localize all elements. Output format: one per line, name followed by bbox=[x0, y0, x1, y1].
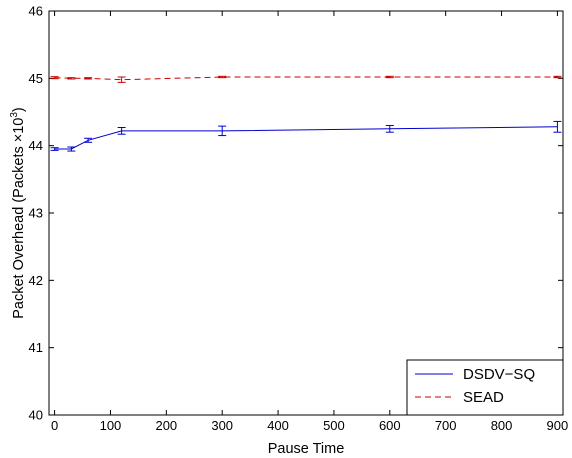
y-tick-label: 41 bbox=[29, 340, 43, 355]
y-tick-label: 43 bbox=[29, 206, 43, 221]
legend: DSDV−SQ SEAD bbox=[406, 359, 564, 416]
y-tick-label: 40 bbox=[29, 408, 43, 423]
x-tick-label: 500 bbox=[323, 418, 345, 433]
error-bar-sead bbox=[218, 75, 227, 79]
x-tick-label: 0 bbox=[51, 418, 58, 433]
error-bar-dsdv-sq bbox=[50, 147, 59, 151]
error-bar-sead bbox=[385, 75, 394, 79]
y-axis-label-exponent: 3 bbox=[9, 112, 20, 118]
error-bar-sead bbox=[67, 77, 76, 80]
series-line-sead bbox=[54, 76, 558, 81]
x-tick-label: 900 bbox=[547, 418, 569, 433]
y-tick-label: 44 bbox=[29, 138, 43, 153]
legend-label-dsdv-sq: DSDV−SQ bbox=[463, 366, 535, 383]
series-line-dsdv-sq bbox=[54, 126, 558, 150]
x-tick-label: 700 bbox=[435, 418, 457, 433]
error-bar-sead bbox=[84, 77, 93, 80]
x-tick-label: 400 bbox=[267, 418, 289, 433]
plot-area-frame bbox=[48, 10, 564, 416]
x-axis-label: Pause Time bbox=[268, 441, 345, 457]
error-bar-dsdv-sq bbox=[218, 125, 227, 137]
y-tick-label: 42 bbox=[29, 273, 43, 288]
error-bar-dsdv-sq bbox=[117, 126, 126, 135]
error-bar-sead bbox=[117, 76, 126, 83]
error-bar-dsdv-sq bbox=[84, 137, 93, 143]
x-tick-label: 300 bbox=[211, 418, 233, 433]
x-tick-label: 100 bbox=[100, 418, 122, 433]
y-tick-label: 46 bbox=[29, 4, 43, 19]
y-tick-label: 45 bbox=[29, 71, 43, 86]
x-tick-label: 200 bbox=[155, 418, 177, 433]
legend-label-sead: SEAD bbox=[463, 389, 504, 406]
error-bar-dsdv-sq bbox=[67, 146, 76, 152]
legend-box bbox=[406, 359, 564, 416]
y-axis-label: Packet Overhead (Packets ×103) bbox=[9, 107, 27, 319]
error-bar-sead bbox=[553, 75, 562, 79]
error-bar-sead bbox=[50, 76, 59, 80]
error-bar-dsdv-sq bbox=[385, 124, 394, 133]
x-tick-label: 600 bbox=[379, 418, 401, 433]
error-bar-dsdv-sq bbox=[553, 120, 562, 133]
x-tick-label: 800 bbox=[491, 418, 513, 433]
